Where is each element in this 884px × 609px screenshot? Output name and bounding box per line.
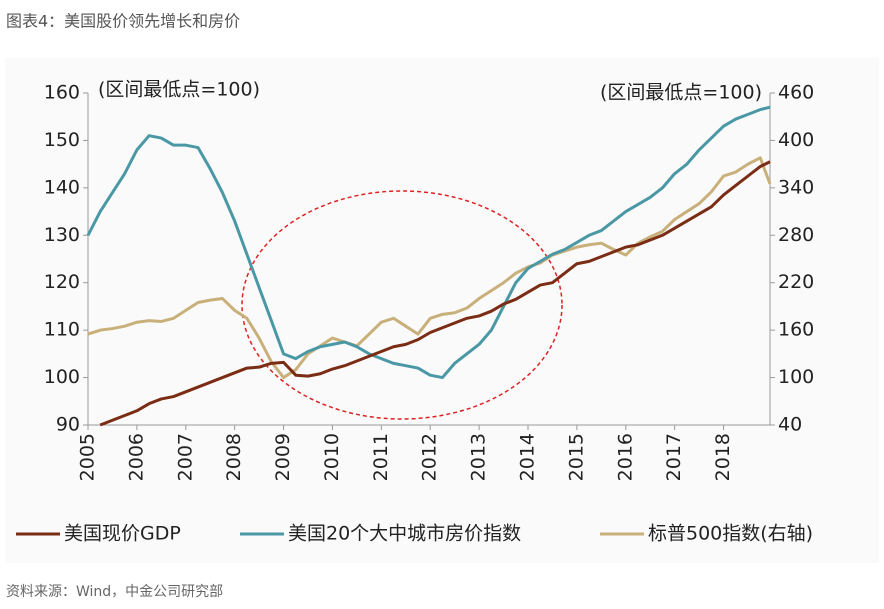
legend-label: 标普500指数(右轴) [648, 523, 813, 545]
y2-tick-label: 340 [778, 176, 814, 198]
y2-tick-label: 100 [778, 366, 814, 388]
legend-label: 美国现价GDP [64, 523, 181, 545]
x-tick-label: 2013 [468, 433, 490, 481]
chart-title: 图表4：美国股价领先增长和房价 [6, 12, 240, 31]
y-tick-label: 150 [44, 129, 80, 151]
highlight-ellipse [241, 190, 563, 420]
y2-tick-label: 460 [778, 82, 814, 104]
x-tick-label: 2012 [419, 433, 441, 481]
y2-tick-label: 280 [778, 224, 814, 246]
x-tick-label: 2011 [370, 433, 392, 481]
x-tick-label: 2010 [321, 433, 343, 481]
y-tick-label: 90 [56, 414, 80, 436]
source: 资料来源：Wind，中金公司研究部 [6, 584, 223, 600]
x-tick-label: 2008 [223, 433, 245, 481]
y-tick-label: 100 [44, 366, 80, 388]
x-tick-label: 2016 [614, 433, 636, 481]
y-tick-label: 140 [44, 176, 80, 198]
x-tick-label: 2015 [565, 433, 587, 481]
x-tick-label: 2017 [663, 433, 685, 481]
series-line [99, 160, 771, 427]
x-tick-label: 2005 [77, 433, 99, 481]
series-line [87, 156, 772, 380]
y2-tick-label: 400 [778, 129, 814, 151]
x-tick-label: 2018 [712, 433, 734, 481]
y2-tick-label: 220 [778, 271, 814, 293]
y-tick-label: 120 [44, 271, 80, 293]
x-tick-label: 2007 [174, 433, 196, 481]
annotation: (区间最低点=100) [98, 79, 260, 101]
y-tick-label: 130 [44, 224, 80, 246]
y2-tick-label: 160 [778, 319, 814, 341]
annotation: (区间最低点=100) [600, 82, 762, 104]
chart-background [5, 58, 879, 563]
y-tick-label: 160 [44, 82, 80, 104]
legend-label: 美国20个大中城市房价指数 [288, 523, 521, 545]
x-tick-label: 2009 [272, 433, 294, 481]
x-tick-label: 2014 [517, 433, 539, 481]
y-tick-label: 110 [44, 319, 80, 341]
series-line [86, 105, 771, 380]
x-tick-label: 2006 [125, 433, 147, 481]
y2-tick-label: 40 [778, 414, 802, 436]
